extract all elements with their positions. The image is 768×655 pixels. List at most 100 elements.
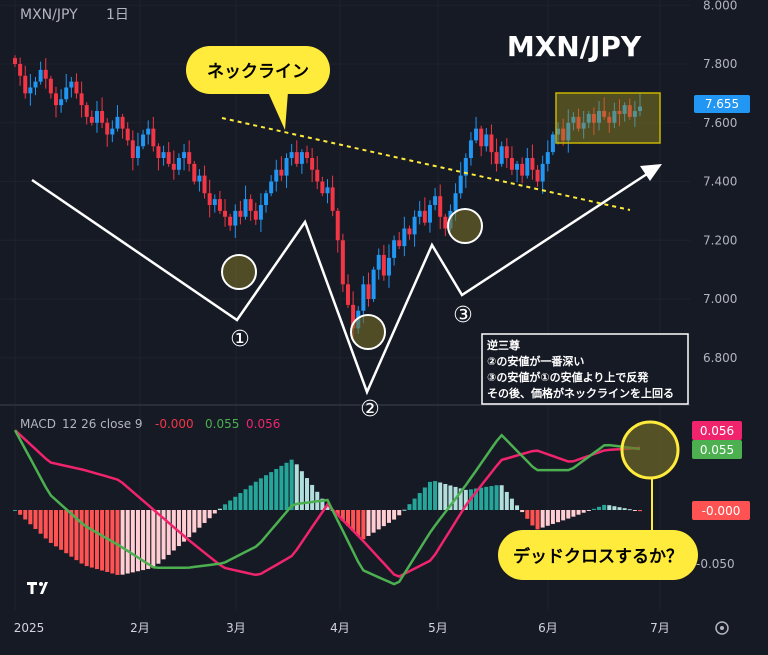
candle-body [146, 128, 151, 135]
histogram-bar [212, 510, 217, 514]
candle-body [320, 181, 325, 194]
histogram-bar [545, 510, 550, 526]
histogram-bar [264, 475, 269, 510]
tradingview-logo-icon[interactable] [24, 576, 52, 600]
candle-body [561, 128, 566, 141]
histogram-bar [576, 510, 581, 515]
candle-body [591, 113, 596, 123]
histogram-bar [130, 510, 135, 573]
histogram-bar [305, 478, 310, 510]
candle-body [233, 210, 238, 226]
histogram-bar [463, 489, 468, 510]
histogram-bar [556, 510, 561, 523]
macd-legend-histogram: -0.000 [155, 417, 194, 431]
candle-body [18, 64, 23, 76]
histogram-bar [125, 510, 130, 574]
candle-body [315, 169, 320, 182]
candle-body [289, 152, 294, 158]
histogram-bar [530, 510, 535, 526]
candle-body [335, 210, 340, 241]
candle-body [361, 284, 366, 311]
histogram-bar [422, 487, 427, 510]
histogram-bar [448, 485, 453, 510]
macd-value-label: 0.055 [700, 443, 734, 457]
price-tick-label: 7.000 [703, 292, 737, 306]
histogram-bar [325, 505, 330, 510]
settings-gear-icon[interactable] [715, 621, 729, 635]
histogram-bar [217, 508, 222, 510]
candle-body [453, 193, 458, 211]
histogram-bar [48, 510, 53, 543]
trough-label-2: ② [360, 397, 380, 422]
candle-body [468, 140, 473, 158]
histogram-bar [335, 510, 340, 516]
histogram-bar [23, 510, 28, 520]
candle-body [243, 199, 248, 217]
candle-body [89, 116, 94, 123]
price-tick-label: 7.600 [703, 116, 737, 130]
histogram-bar [397, 510, 402, 516]
interval-label[interactable]: 1日 [106, 7, 129, 23]
candle-body [187, 152, 192, 164]
candle-body [499, 146, 504, 164]
histogram-bar [146, 510, 151, 569]
time-axis[interactable]: 2025 2月 3月 4月 5月 6月 7月 [14, 621, 670, 635]
histogram-bar [494, 485, 499, 510]
histogram-bar [228, 500, 233, 510]
histogram-bar [294, 464, 299, 510]
histogram-bar [525, 510, 530, 519]
time-tick-label: 7月 [650, 621, 670, 635]
time-tick-label: 2025 [14, 621, 45, 635]
histogram-bar [120, 510, 125, 575]
candle-body [438, 196, 443, 217]
candle-body [135, 146, 140, 158]
candle-body [392, 240, 397, 258]
macd-callout-label: デッドクロスするか？ [513, 546, 683, 567]
candle-body [345, 284, 350, 305]
candle-body [166, 152, 171, 164]
symbol-label[interactable]: MXN/JPY [20, 7, 78, 23]
time-tick-label: 6月 [538, 621, 558, 635]
histogram-bar [274, 469, 279, 510]
candle-body [182, 152, 187, 158]
histogram-bar [100, 510, 105, 571]
histogram-bar [176, 510, 181, 547]
histogram-bar [361, 510, 366, 540]
histogram-bar [84, 510, 89, 567]
histogram-bar [622, 508, 627, 510]
price-axis[interactable]: 8.000 7.800 7.600 7.400 7.200 7.000 6.800 [703, 0, 737, 365]
histogram-bar [233, 496, 238, 510]
candle-body [156, 146, 161, 158]
neckline [221, 117, 631, 211]
candle-body [617, 111, 622, 114]
histogram-bar [310, 484, 315, 510]
candle-body [576, 116, 581, 129]
histogram-bar [28, 510, 33, 525]
note-box [481, 333, 689, 405]
time-tick-label: 3月 [226, 621, 246, 635]
histogram-bar [13, 510, 17, 511]
histogram-bar [535, 510, 540, 530]
candle-body [258, 205, 263, 220]
candle-body [433, 196, 438, 205]
candle-body [545, 152, 550, 164]
candle-body [509, 158, 514, 170]
candle-body [238, 210, 243, 217]
candle-body [264, 193, 269, 205]
candle-body [340, 240, 345, 285]
histogram-bar [602, 504, 607, 510]
candle-body [64, 87, 69, 100]
histogram-bar [74, 510, 79, 561]
candles [13, 55, 642, 339]
candle-body [53, 93, 58, 106]
candle-body [597, 111, 602, 123]
histogram-bar [515, 505, 520, 510]
highlight-box [555, 92, 661, 144]
price-tick-label: 7.200 [703, 233, 737, 247]
candle-body [520, 163, 525, 176]
candle-body [371, 269, 376, 299]
price-tick-label: 8.000 [703, 0, 737, 12]
histogram-bar [299, 471, 304, 510]
neckline-bubble [186, 46, 330, 94]
macd-legend-name[interactable]: MACD [20, 417, 56, 431]
